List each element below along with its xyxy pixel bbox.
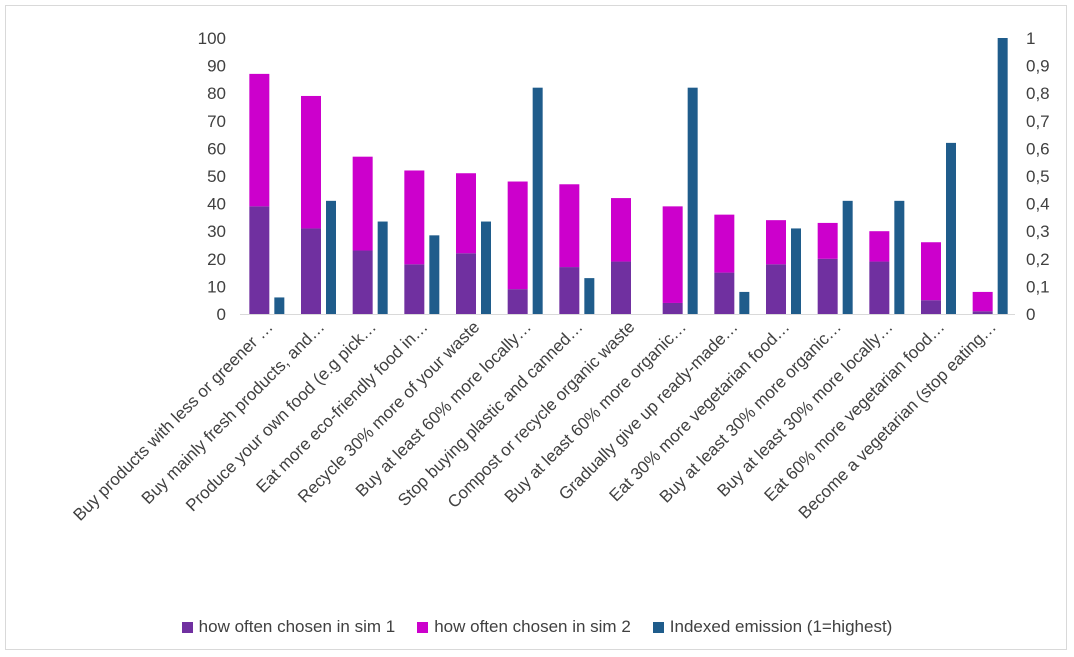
legend-swatch-emission (652, 621, 664, 633)
y-tick-label-left: 40 (207, 195, 226, 214)
bar-emission (274, 297, 285, 314)
bar-sim2 (507, 181, 528, 290)
bar-sim2 (249, 73, 270, 207)
x-tick-label: Compost or recycle organic waste (444, 317, 638, 511)
y-tick-label-right: 0 (1026, 305, 1035, 324)
bar-emission (739, 291, 750, 314)
bar-sim1 (352, 250, 373, 314)
chart-svg: 0 10 20 30 40 50 60 70 80 90 100 0 0,1 0,2 0,3 0,4 0,5 0,… (69, 29, 1050, 525)
y-tick-label-right: 0,9 (1026, 57, 1050, 76)
y-tick-label-left: 0 (217, 305, 226, 324)
bar-sim1 (611, 261, 631, 314)
y-tick-label-left: 70 (207, 112, 226, 131)
y-tick-label-left: 80 (207, 84, 226, 103)
x-tick-label: Buy mainly fresh products, and… (138, 317, 328, 507)
bar-sim2 (817, 222, 838, 259)
bar-sim1 (559, 267, 580, 314)
bar-sim1 (921, 300, 941, 314)
bar-sim2 (456, 173, 476, 254)
y-tick-label-right: 0,1 (1026, 277, 1050, 296)
bar-sim2 (559, 184, 580, 268)
bar-emission (842, 200, 853, 314)
bar-sim2 (352, 156, 373, 251)
bar-sim1 (766, 264, 786, 314)
bar-emission (481, 221, 491, 314)
legend-item-sim1: how often chosen in sim 1 (181, 617, 396, 637)
legend-label-sim2: how often chosen in sim 2 (434, 617, 631, 636)
legend: how often chosen in sim 1 how often chos… (0, 617, 1074, 637)
bar-emission (532, 87, 543, 315)
bar-sim1 (249, 206, 270, 314)
legend-label-sim1: how often chosen in sim 1 (198, 617, 396, 636)
y-tick-label-right: 1 (1026, 29, 1035, 48)
bar-sim1 (972, 311, 993, 314)
bar-sim2 (662, 206, 683, 303)
bar-emission (429, 235, 440, 314)
legend-item-emission: Indexed emission (1=highest) (652, 617, 893, 637)
y-tick-label-right: 0,4 (1026, 195, 1050, 214)
y-tick-label-left: 20 (207, 250, 226, 269)
y-tick-label-right: 0,8 (1026, 84, 1050, 103)
bar-emission (997, 38, 1008, 314)
y-tick-label-right: 0,6 (1026, 139, 1050, 158)
bar-sim1 (869, 261, 890, 314)
bar-sim2 (921, 242, 941, 301)
bar-emission (946, 142, 956, 314)
bar-emission (377, 221, 388, 314)
y-tick-label-right: 0,5 (1026, 167, 1050, 186)
y-tick-label-right: 0,2 (1026, 250, 1050, 269)
y-tick-label-left: 100 (198, 29, 226, 48)
y-tick-label-left: 30 (207, 222, 226, 241)
bar-sim1 (714, 272, 735, 314)
x-tick-label: Buy products with less or greener … (69, 317, 276, 524)
bar-sim2 (972, 291, 993, 312)
y-tick-label-left: 50 (207, 167, 226, 186)
bar-sim2 (404, 170, 425, 265)
legend-swatch-sim2 (417, 621, 429, 633)
bar-sim2 (714, 214, 735, 273)
bar-sim2 (869, 231, 890, 262)
y-tick-label-left: 60 (207, 139, 226, 158)
x-tick-label: Stop buying plastic and canned… (394, 317, 587, 510)
y-tick-label-right: 0,3 (1026, 222, 1050, 241)
bar-sim2 (301, 95, 321, 229)
bar-emission (584, 278, 595, 314)
bar-sim1 (404, 264, 425, 314)
y-tick-label-left: 10 (207, 277, 226, 296)
y-tick-label-left: 90 (207, 57, 226, 76)
bar-emission (791, 228, 801, 314)
bar-sim1 (662, 302, 683, 314)
bar-sim1 (456, 253, 476, 314)
bar-emission (687, 87, 698, 315)
legend-label-emission: Indexed emission (1=highest) (669, 617, 893, 636)
bar-sim2 (611, 198, 631, 262)
bar-sim1 (301, 228, 321, 314)
legend-swatch-sim1 (181, 621, 193, 633)
x-tick-label: Produce your own food (e.g pick… (182, 317, 380, 515)
y-tick-label-right: 0,7 (1026, 112, 1050, 131)
bar-sim1 (817, 258, 838, 314)
bar-sim2 (766, 220, 786, 265)
bar-emission (894, 200, 905, 314)
legend-item-sim2: how often chosen in sim 2 (417, 617, 631, 637)
bar-emission (326, 200, 336, 314)
bar-sim1 (507, 289, 528, 314)
